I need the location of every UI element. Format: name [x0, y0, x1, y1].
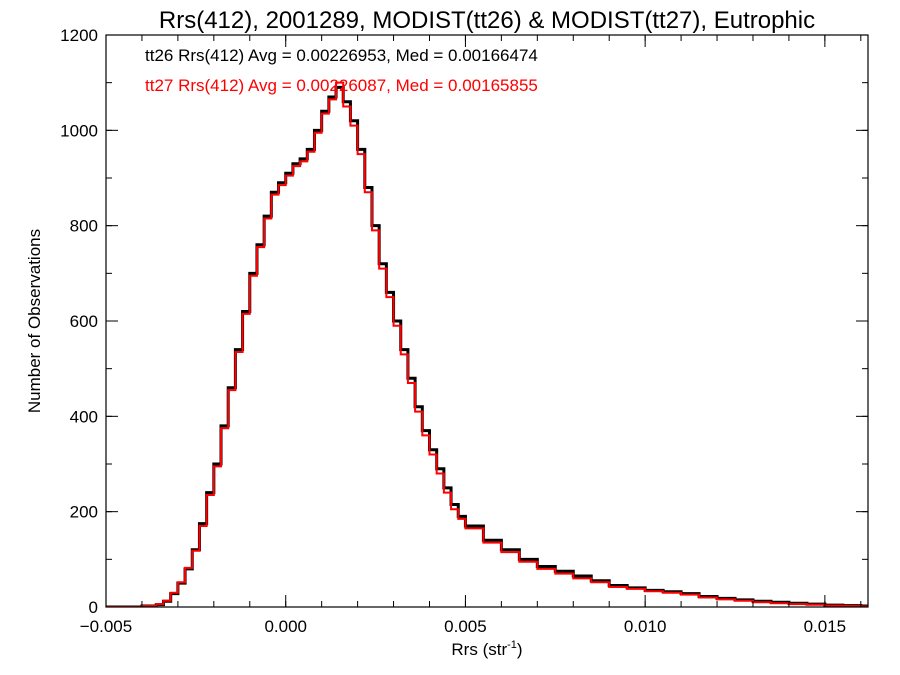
x-tick-label: 0.005: [444, 617, 487, 636]
x-axis-label-main: Rrs (str: [451, 640, 507, 659]
y-tick-label: 800: [70, 217, 98, 236]
x-axis-label: Rrs (str-1): [451, 639, 522, 659]
x-tick-label: 0.000: [264, 617, 307, 636]
chart-title: Rrs(412), 2001289, MODIST(tt26) & MODIST…: [159, 7, 815, 34]
series-line-tt26: [106, 85, 868, 607]
legend-annotation-tt27: tt27 Rrs(412) Avg = 0.00226087, Med = 0.…: [145, 76, 538, 95]
x-tick-label: 0.015: [804, 617, 847, 636]
y-tick-label: 0: [89, 598, 98, 617]
y-axis-label: Number of Observations: [25, 229, 44, 413]
plot-frame: [105, 34, 869, 608]
legend-annotation-tt26: tt26 Rrs(412) Avg = 0.00226953, Med = 0.…: [145, 46, 538, 65]
y-tick-label: 1200: [60, 26, 98, 45]
x-axis-label-superscript: -1: [507, 639, 517, 651]
x-tick-label: 0.010: [624, 617, 667, 636]
y-tick-label: 1000: [60, 121, 98, 140]
y-tick-label: 200: [70, 503, 98, 522]
x-tick-label: −0.005: [80, 617, 132, 636]
y-tick-label: 400: [70, 407, 98, 426]
y-tick-label: 600: [70, 312, 98, 331]
series-line-tt27: [106, 81, 868, 607]
x-axis-label-tail: ): [517, 640, 523, 659]
